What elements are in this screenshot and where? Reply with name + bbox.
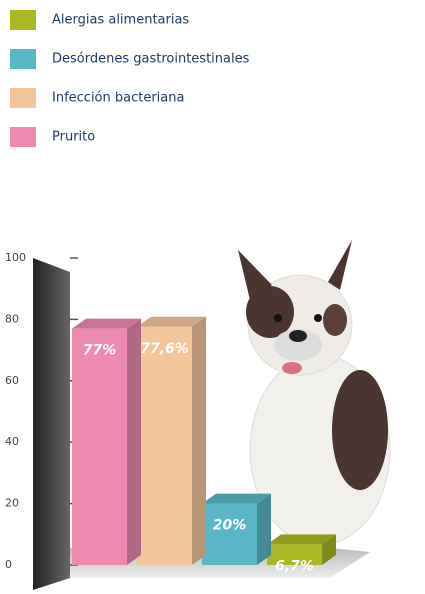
y-tick-label: 80 [5,312,19,325]
bar-top [137,316,206,327]
bar [202,503,257,565]
bar-side [257,493,271,565]
legend-swatch [10,10,36,30]
legend-label: Infección bacteriana [52,91,184,106]
y-tick-label: 20 [5,497,19,510]
bar-side [127,318,141,565]
legend-swatch [10,88,36,108]
legend-label: Prurito [52,130,95,145]
y-tick-label: 60 [5,374,19,387]
y-tick-label: 40 [5,435,19,448]
chart-wall [33,258,70,590]
bar [267,544,322,565]
value-label: 20% [213,518,247,534]
bar-top [202,493,271,504]
bar-side [322,534,336,565]
value-label: 77,6% [140,341,189,357]
legend-label: Desórdenes gastrointestinales [52,52,250,67]
bar-side [192,316,206,565]
value-label: 77% [83,343,117,359]
legend-label: Alergias alimentarias [52,13,189,28]
legend-swatch [10,49,36,69]
bar [137,326,192,565]
value-label: 6,7% [275,558,314,574]
bar-top [267,534,336,545]
y-tick-label: 100 [5,251,26,264]
bar-top [72,318,141,329]
dog-photo [238,240,391,546]
y-tick-label: 0 [5,558,12,571]
bar [72,328,127,565]
legend-swatch [10,127,36,147]
